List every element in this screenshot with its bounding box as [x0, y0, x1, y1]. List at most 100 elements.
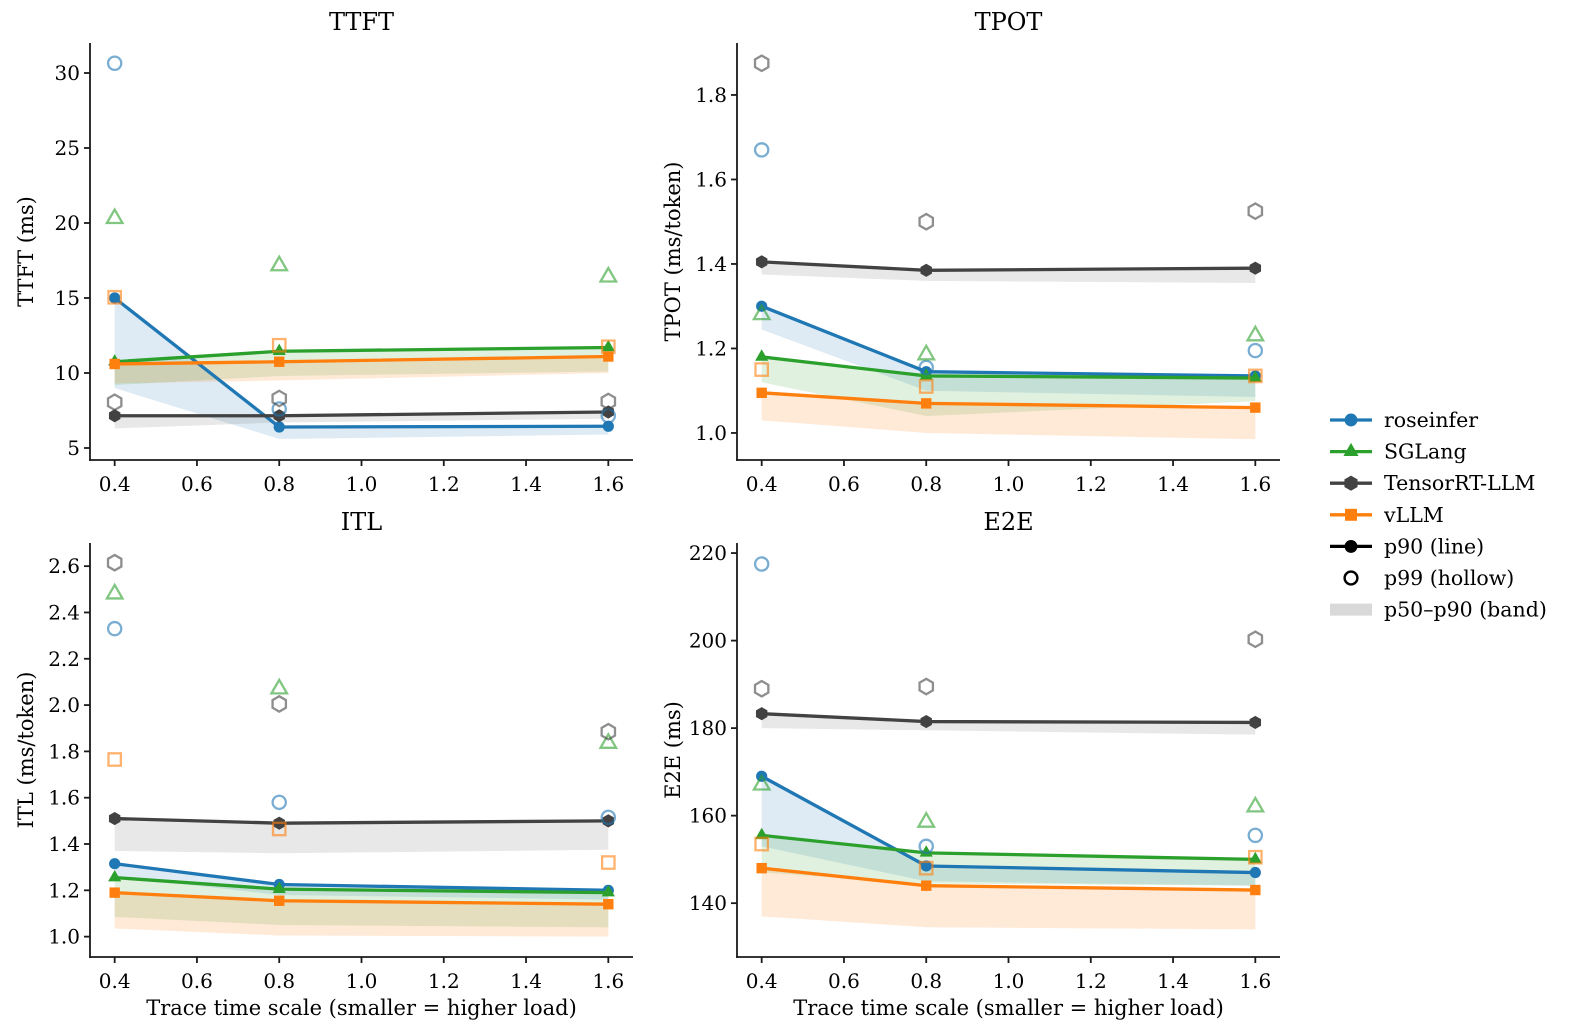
band-p50-p90-SGLang	[761, 835, 1256, 886]
x-tick-label: 1.2	[428, 472, 460, 496]
legend-label: p90 (line)	[1384, 534, 1484, 558]
marker-p99-vLLM	[600, 339, 616, 355]
subplot-itl: 0.4 0.6 0.8 1.0 1.2 1.4 1.6 1.0 1.2 1.4 1.6 1.8 2.0 2…	[14, 508, 633, 1020]
x-tick-label: 1.6	[592, 969, 624, 993]
marker-p99-vLLM	[918, 379, 934, 394]
marker-p99-TensorRT-LLM	[600, 722, 617, 741]
marker-p99-TensorRT-LLM	[753, 679, 770, 698]
band-p50-p90-roseinfer	[761, 776, 1256, 886]
subplot-tpot: 0.4 0.6 0.8 1.0 1.2 1.4 1.6 1.0 1.2 1.4 1.6 1.8 TPOT…	[661, 8, 1280, 496]
marker-p99-roseinfer	[753, 142, 770, 158]
subplot-title: TTFT	[329, 8, 394, 36]
marker-p90-TensorRT-LLM	[920, 263, 932, 277]
marker-p99-vLLM	[107, 289, 123, 305]
marker-p99-SGLang	[598, 265, 619, 283]
band-p50-p90-roseinfer	[114, 298, 609, 439]
marker-p99-TensorRT-LLM	[271, 694, 288, 713]
x-tick-label: 1.2	[1075, 969, 1107, 993]
y-tick-label: 2.4	[48, 600, 80, 624]
marker-p90-roseinfer	[920, 860, 932, 872]
x-tick-label: 0.6	[181, 969, 213, 993]
marker-p90-vLLM	[1250, 402, 1261, 413]
y-tick-label: 1.2	[48, 878, 80, 902]
subplot-e2e: 0.4 0.6 0.8 1.0 1.2 1.4 1.6 140 160 180 200 220 E2E E…	[661, 508, 1280, 1020]
marker-p99-vLLM	[600, 855, 616, 870]
marker-p90-TensorRT-LLM	[755, 255, 768, 269]
y-axis-label: E2E (ms)	[661, 701, 685, 799]
legend-band-sample	[1330, 603, 1372, 616]
marker-p99-roseinfer	[600, 809, 617, 826]
marker-p90-TensorRT-LLM	[920, 714, 932, 729]
marker-p90-vLLM	[921, 398, 932, 409]
x-tick-label: 1.4	[510, 969, 542, 993]
marker-p90-SGLang	[1248, 851, 1262, 864]
legend-item-sglang: SGLang	[1330, 440, 1467, 464]
marker-p90-SGLang	[919, 845, 933, 857]
marker-p90-SGLang	[1248, 370, 1262, 382]
marker-p90-vLLM	[109, 887, 120, 898]
legend-label: SGLang	[1384, 440, 1467, 464]
band-p50-p90-TensorRT-LLM	[761, 261, 1256, 283]
marker-p90-TensorRT-LLM	[1249, 261, 1262, 275]
x-tick-label: 0.6	[828, 969, 860, 993]
marker-p99-TensorRT-LLM	[600, 392, 617, 411]
marker-p99-vLLM	[754, 836, 770, 852]
marker-p90-TensorRT-LLM	[108, 409, 121, 423]
legend-label: vLLM	[1383, 503, 1444, 527]
legend-marker-square	[1345, 508, 1357, 521]
y-tick-label: 1.6	[695, 167, 727, 191]
band-p50-p90-TensorRT-LLM	[114, 818, 609, 854]
marker-p90-vLLM	[921, 880, 932, 891]
x-tick-label: 0.4	[99, 472, 131, 496]
marker-p99-SGLang	[104, 207, 125, 225]
legend-label: roseinfer	[1384, 408, 1478, 432]
legend-label: TensorRT-LLM	[1384, 471, 1535, 495]
legend-item-vllm: vLLM	[1330, 503, 1444, 527]
marker-p90-vLLM	[274, 356, 285, 367]
y-tick-label: 10	[55, 361, 80, 385]
marker-p90-vLLM	[1250, 884, 1261, 896]
x-tick-label: 1.6	[1239, 472, 1271, 496]
marker-p90-SGLang	[601, 885, 615, 897]
legend-item-tensorrt-llm: TensorRT-LLM	[1330, 471, 1535, 495]
subplot-title: E2E	[983, 508, 1033, 536]
marker-p99-roseinfer	[271, 401, 287, 417]
y-tick-label: 140	[689, 891, 727, 915]
marker-p99-roseinfer	[753, 556, 770, 572]
y-tick-label: 15	[55, 286, 80, 310]
y-axis-label: TTFT (ms)	[14, 196, 38, 307]
marker-p90-TensorRT-LLM	[755, 707, 768, 721]
y-tick-label: 2.2	[48, 647, 80, 671]
y-tick-label: 30	[55, 61, 80, 85]
subplot-title: TPOT	[975, 8, 1043, 36]
marker-p99-roseinfer	[918, 838, 934, 855]
marker-p99-SGLang	[916, 810, 937, 828]
y-tick-label: 2.0	[48, 693, 80, 717]
x-tick-label: 1.6	[592, 472, 624, 496]
marker-p99-TensorRT-LLM	[918, 212, 935, 231]
marker-p99-roseinfer	[1247, 342, 1264, 359]
marker-p99-SGLang	[269, 254, 290, 272]
y-tick-label: 1.2	[695, 336, 727, 360]
legend-marker-hexagon	[1344, 475, 1358, 491]
marker-p90-SGLang	[755, 827, 769, 840]
legend-marker-circle	[1344, 413, 1358, 427]
marker-p90-vLLM	[109, 358, 120, 370]
x-tick-label: 1.2	[1075, 472, 1107, 496]
marker-p99-roseinfer	[1247, 827, 1264, 844]
y-tick-label: 20	[55, 211, 80, 235]
x-tick-label: 0.8	[263, 472, 295, 496]
marker-p90-vLLM	[756, 387, 767, 399]
x-tick-label: 1.0	[346, 472, 378, 496]
x-tick-label: 1.0	[346, 969, 378, 993]
y-tick-label: 1.6	[48, 786, 80, 810]
marker-p90-SGLang	[108, 869, 122, 882]
y-tick-label: 180	[689, 716, 727, 740]
marker-p99-roseinfer	[106, 620, 123, 637]
x-tick-label: 0.6	[828, 472, 860, 496]
y-tick-label: 1.8	[695, 83, 727, 107]
x-tick-label: 0.4	[746, 969, 778, 993]
marker-p99-vLLM	[271, 821, 287, 837]
marker-p99-vLLM	[754, 362, 770, 377]
